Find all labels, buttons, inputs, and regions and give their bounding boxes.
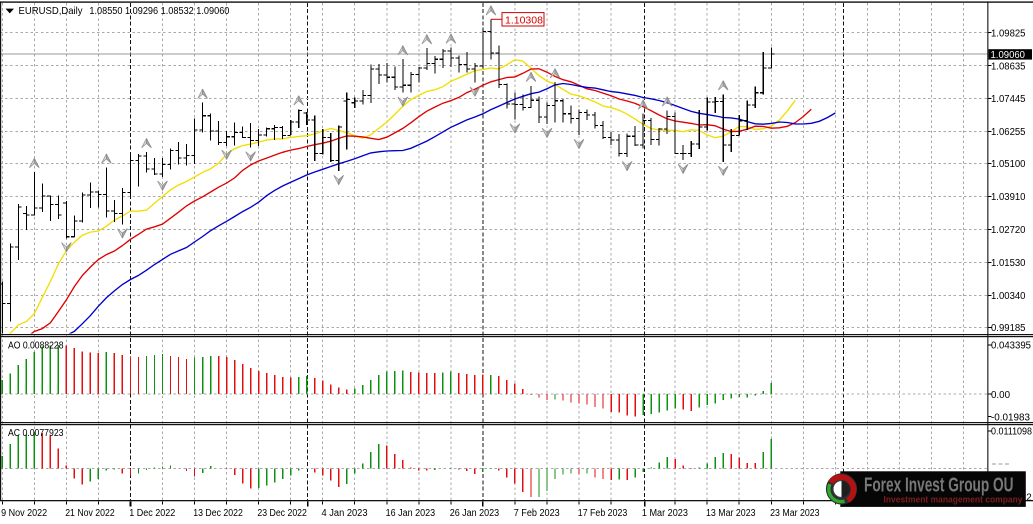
svg-text:Investment management company: Investment management company bbox=[884, 495, 1024, 506]
svg-text:Forex Invest Group OU: Forex Invest Group OU bbox=[864, 473, 1014, 496]
svg-text:7 Feb 2023: 7 Feb 2023 bbox=[514, 508, 561, 519]
svg-text:0.99185: 0.99185 bbox=[991, 323, 1026, 334]
svg-text:0.00: 0.00 bbox=[991, 390, 1011, 401]
svg-text:1.00340: 1.00340 bbox=[991, 291, 1026, 302]
svg-text:13 Mar 2023: 13 Mar 2023 bbox=[706, 508, 756, 519]
svg-text:21 Nov 2022: 21 Nov 2022 bbox=[65, 508, 115, 519]
svg-text:17 Feb 2023: 17 Feb 2023 bbox=[578, 508, 628, 519]
svg-text:1.03910: 1.03910 bbox=[991, 192, 1026, 203]
svg-text:1.02720: 1.02720 bbox=[991, 225, 1026, 236]
svg-text:-0.01983: -0.01983 bbox=[991, 412, 1031, 423]
svg-text:23 Dec 2022: 23 Dec 2022 bbox=[257, 508, 307, 519]
svg-text:1.07445: 1.07445 bbox=[991, 94, 1026, 105]
svg-text:1 Mar 2023: 1 Mar 2023 bbox=[642, 508, 689, 519]
svg-text:1.10308: 1.10308 bbox=[505, 14, 543, 26]
svg-text:4 Jan 2023: 4 Jan 2023 bbox=[322, 508, 369, 519]
svg-text:1.01530: 1.01530 bbox=[991, 258, 1026, 269]
svg-text:9 Nov 2022: 9 Nov 2022 bbox=[1, 508, 47, 519]
svg-text:2: 2 bbox=[1026, 492, 1031, 503]
svg-text:23 Mar 2023: 23 Mar 2023 bbox=[770, 508, 820, 519]
svg-text:1.08635: 1.08635 bbox=[991, 61, 1026, 72]
svg-text:0.0111098: 0.0111098 bbox=[991, 427, 1033, 438]
svg-text:1.08550 1.09296 1.08532 1.0906: 1.08550 1.09296 1.08532 1.09060 bbox=[89, 6, 230, 17]
svg-text:1.09825: 1.09825 bbox=[991, 28, 1026, 39]
svg-text:0.043395: 0.043395 bbox=[991, 341, 1032, 352]
svg-text:1 Dec 2022: 1 Dec 2022 bbox=[129, 508, 175, 519]
svg-text:1.06255: 1.06255 bbox=[991, 127, 1026, 138]
svg-text:13 Dec 2022: 13 Dec 2022 bbox=[193, 508, 243, 519]
svg-text:AO 0.0088228: AO 0.0088228 bbox=[8, 341, 64, 352]
svg-text:1.09060: 1.09060 bbox=[991, 50, 1026, 61]
svg-text:AC 0.0077923: AC 0.0077923 bbox=[8, 428, 64, 439]
svg-text:EURUSD,Daily: EURUSD,Daily bbox=[19, 6, 84, 17]
svg-text:26 Jan 2023: 26 Jan 2023 bbox=[450, 508, 500, 519]
svg-text:16 Jan 2023: 16 Jan 2023 bbox=[386, 508, 436, 519]
svg-text:1.05100: 1.05100 bbox=[991, 159, 1026, 170]
